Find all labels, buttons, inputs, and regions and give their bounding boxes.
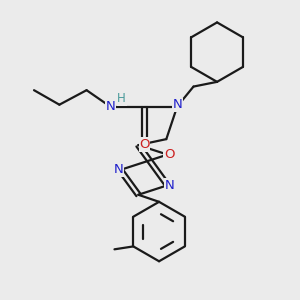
Text: N: N [172, 98, 182, 111]
Text: H: H [117, 92, 126, 105]
Text: N: N [164, 179, 174, 192]
Text: N: N [114, 164, 123, 176]
Text: N: N [105, 100, 115, 113]
Text: O: O [139, 138, 150, 151]
Text: O: O [164, 148, 175, 161]
